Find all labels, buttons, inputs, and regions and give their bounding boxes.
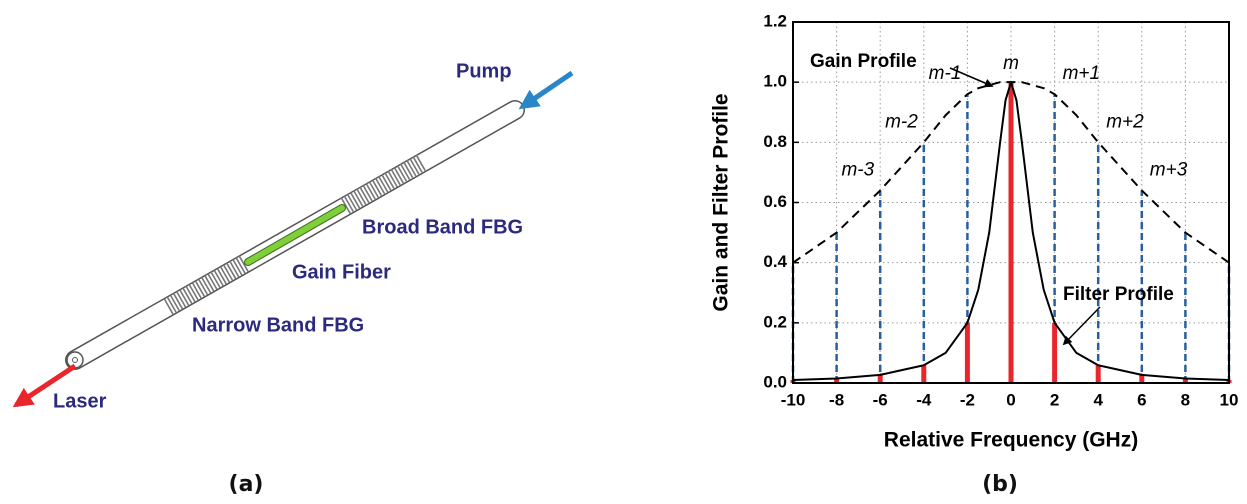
- y-tick-label: 1.0: [763, 72, 787, 91]
- fiber-end: [66, 351, 84, 369]
- x-tick-label: -4: [916, 390, 932, 409]
- x-axis-label: Relative Frequency (GHz): [884, 429, 1138, 452]
- laser-arrow: [12, 363, 77, 408]
- broad-band-fbg-label: Broad Band FBG: [362, 216, 523, 238]
- y-tick-label: 0.2: [763, 312, 787, 331]
- y-tick-label: 0.8: [763, 132, 787, 151]
- x-tick-label: 8: [1181, 390, 1190, 409]
- x-tick-label: -6: [873, 390, 888, 409]
- mode-label: m-2: [885, 111, 918, 132]
- mode-label: m+2: [1106, 111, 1144, 132]
- x-tick-label: 6: [1137, 390, 1146, 409]
- gain-fiber: [245, 205, 345, 265]
- plot-frame: [792, 21, 1230, 384]
- fiber-diagram: Pump Broad Band FBG Gain Fiber Narrow Ba…: [12, 60, 574, 497]
- caption-a: (a): [229, 472, 264, 497]
- mode-label: m-3: [841, 159, 874, 180]
- gain-fiber-label: Gain Fiber: [292, 261, 391, 283]
- mode-label: m+1: [1063, 63, 1101, 84]
- narrow-band-grating: [163, 255, 250, 315]
- mode-label: m-1: [929, 63, 962, 84]
- y-tick-label: 0.4: [763, 252, 787, 271]
- gain-profile-annotation: Gain Profile: [810, 51, 917, 72]
- y-axis-label: Gain and Filter Profile: [710, 93, 733, 311]
- x-tick-label: -8: [829, 390, 844, 409]
- narrow-band-fbg-label: Narrow Band FBG: [192, 314, 364, 336]
- chart-b: 0.0 0.2 0.4 0.6 0.8 1.0 1.2 -10 -8 -6 -4 -2 0 2 4 6 8 10 m…: [710, 11, 1239, 497]
- mode-label: m: [1003, 53, 1019, 74]
- x-tick-label: -2: [960, 390, 975, 409]
- x-tick-label: -10: [781, 390, 806, 409]
- x-tick-label: 0: [1006, 390, 1015, 409]
- x-tick-label: 10: [1220, 390, 1239, 409]
- y-tick-label: 0.0: [763, 372, 787, 391]
- pump-label: Pump: [456, 60, 512, 82]
- pump-arrow: [518, 70, 574, 110]
- annotation-arrow: [949, 67, 994, 88]
- y-tick-label: 1.2: [763, 11, 787, 30]
- filter-curve: [792, 81, 1230, 381]
- broad-band-grating: [340, 154, 427, 214]
- y-tick-label: 0.6: [763, 192, 787, 211]
- laser-label: Laser: [53, 390, 107, 412]
- caption-b: (b): [982, 472, 1018, 497]
- fiber-core: [72, 357, 78, 363]
- annotation-arrow: [1062, 306, 1101, 346]
- mode-label: m+3: [1150, 159, 1188, 180]
- x-tick-label: 4: [1093, 390, 1103, 409]
- x-tick-label: 2: [1050, 390, 1059, 409]
- filter-profile-annotation: Filter Profile: [1063, 284, 1174, 305]
